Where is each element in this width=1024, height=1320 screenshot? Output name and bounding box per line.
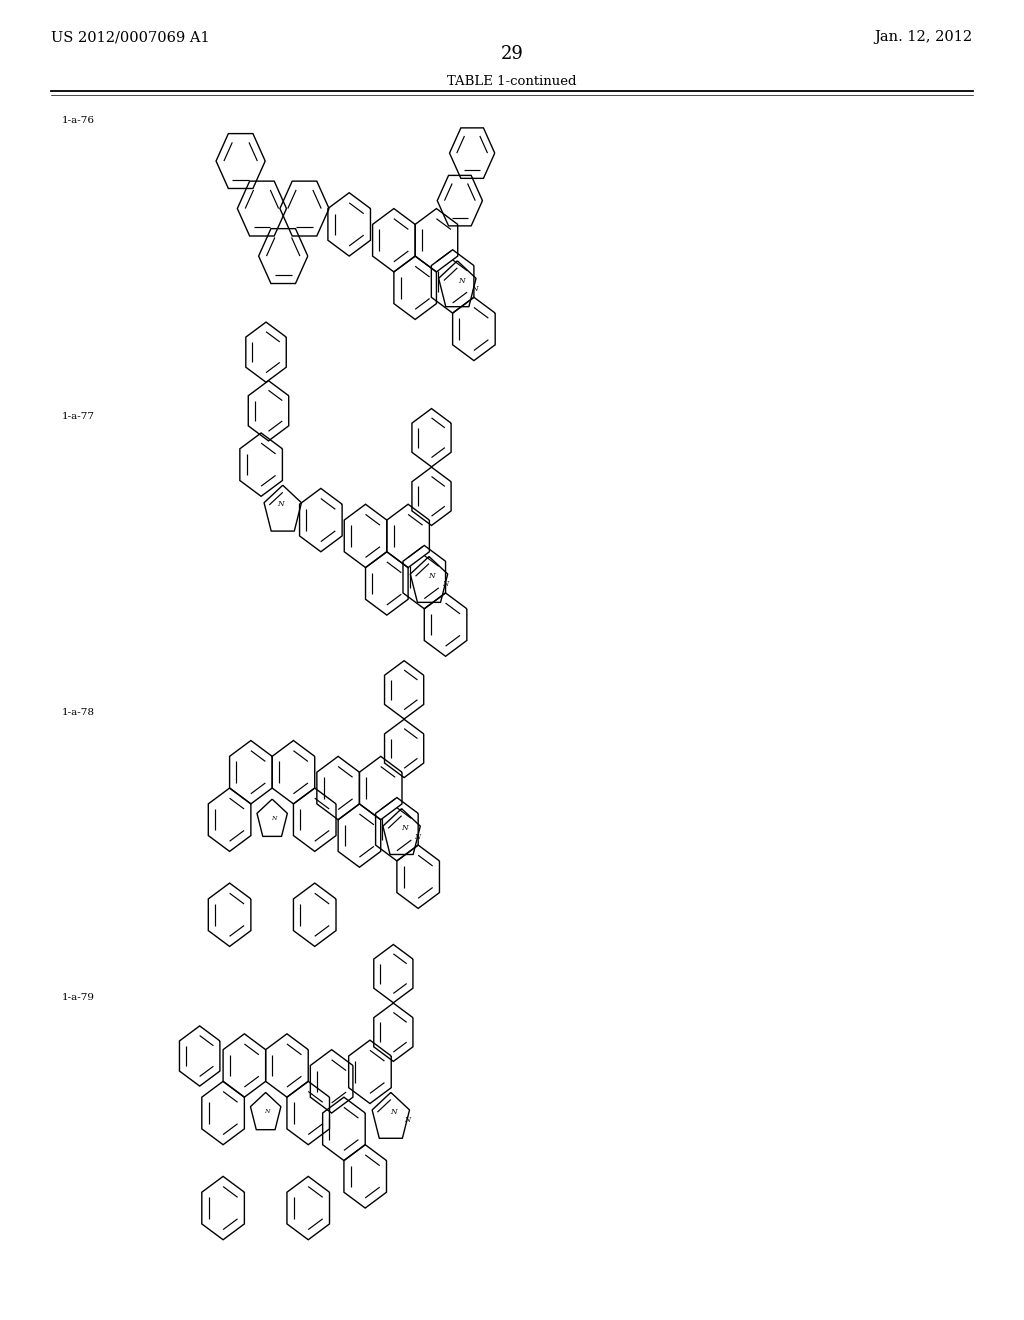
Text: 29: 29 xyxy=(501,45,523,63)
Text: N: N xyxy=(458,277,464,285)
Text: 1-a-78: 1-a-78 xyxy=(61,708,94,717)
Text: N: N xyxy=(264,1109,269,1114)
Text: N: N xyxy=(471,285,478,293)
Text: N: N xyxy=(276,500,284,508)
Text: N: N xyxy=(270,816,276,821)
Text: TABLE 1-continued: TABLE 1-continued xyxy=(447,75,577,88)
Text: N: N xyxy=(415,833,421,841)
Text: 1-a-79: 1-a-79 xyxy=(61,993,94,1002)
Text: 1-a-77: 1-a-77 xyxy=(61,412,94,421)
Text: Jan. 12, 2012: Jan. 12, 2012 xyxy=(874,30,973,45)
Text: N: N xyxy=(429,572,435,581)
Text: US 2012/0007069 A1: US 2012/0007069 A1 xyxy=(51,30,210,45)
Text: N: N xyxy=(442,581,449,589)
Text: N: N xyxy=(403,1117,410,1125)
Text: 1-a-76: 1-a-76 xyxy=(61,116,94,125)
Text: N: N xyxy=(401,824,408,833)
Text: N: N xyxy=(390,1107,397,1117)
